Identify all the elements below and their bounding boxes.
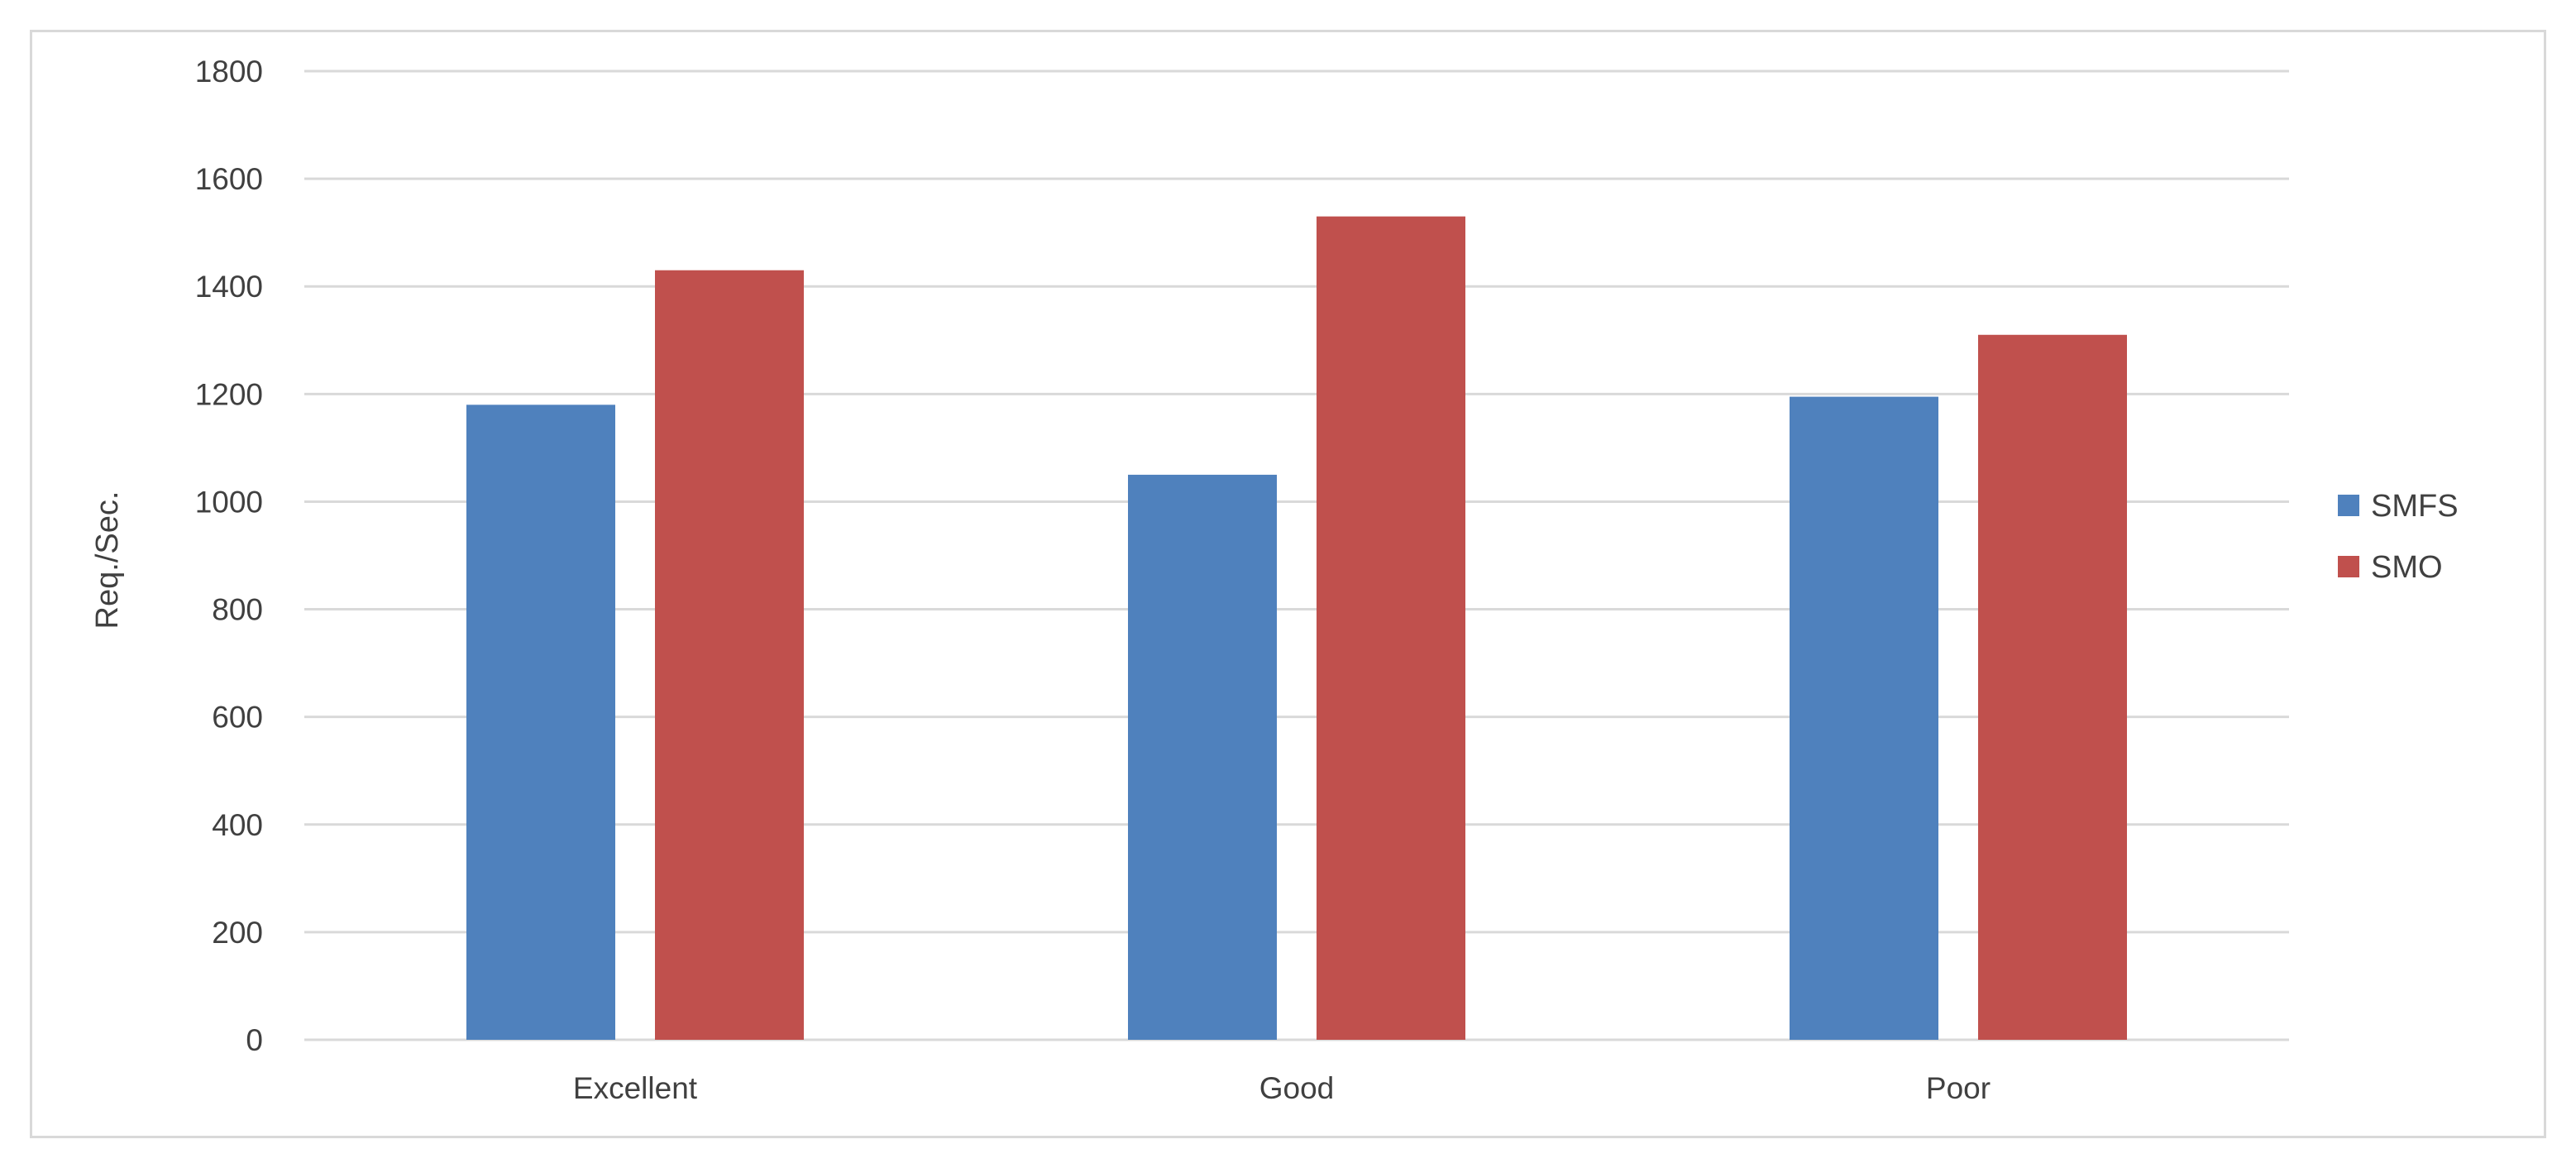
legend-label-smo: SMO [2371,550,2443,585]
x-axis-ticks: Excellent Good Poor [573,1071,1991,1105]
bars [466,216,2127,1040]
bar-smfs-poor [1790,396,1938,1040]
bar-smo-poor [1978,334,2127,1040]
legend-label-smfs: SMFS [2371,489,2459,524]
bar-smo-excellent [655,270,804,1040]
bar-smfs-excellent [466,404,615,1040]
y-tick-label: 1000 [195,485,263,519]
y-tick-label: 200 [212,916,263,950]
y-tick-label: 1600 [195,162,263,196]
y-tick-label: 0 [246,1023,263,1057]
y-tick-label: 1800 [195,55,263,89]
legend-swatch-smfs [2338,495,2359,516]
bar-smo-good [1317,216,1465,1040]
x-tick-label: Poor [1926,1071,1991,1105]
y-tick-label: 1200 [195,377,263,411]
legend-swatch-smo [2338,556,2359,577]
x-tick-label: Good [1259,1071,1335,1105]
y-tick-label: 400 [212,808,263,842]
y-tick-label: 800 [212,593,263,627]
gridlines [304,69,2289,1041]
y-tick-label: 1400 [195,270,263,304]
bar-smfs-good [1128,474,1277,1040]
y-axis-title: Req./Sec. [90,491,125,629]
y-axis-ticks: 0 200 400 600 800 1000 1200 1400 1600 1800 [195,55,263,1057]
y-tick-label: 600 [212,701,263,735]
x-tick-label: Excellent [573,1071,698,1105]
legend: SMFS SMO [2338,489,2459,585]
